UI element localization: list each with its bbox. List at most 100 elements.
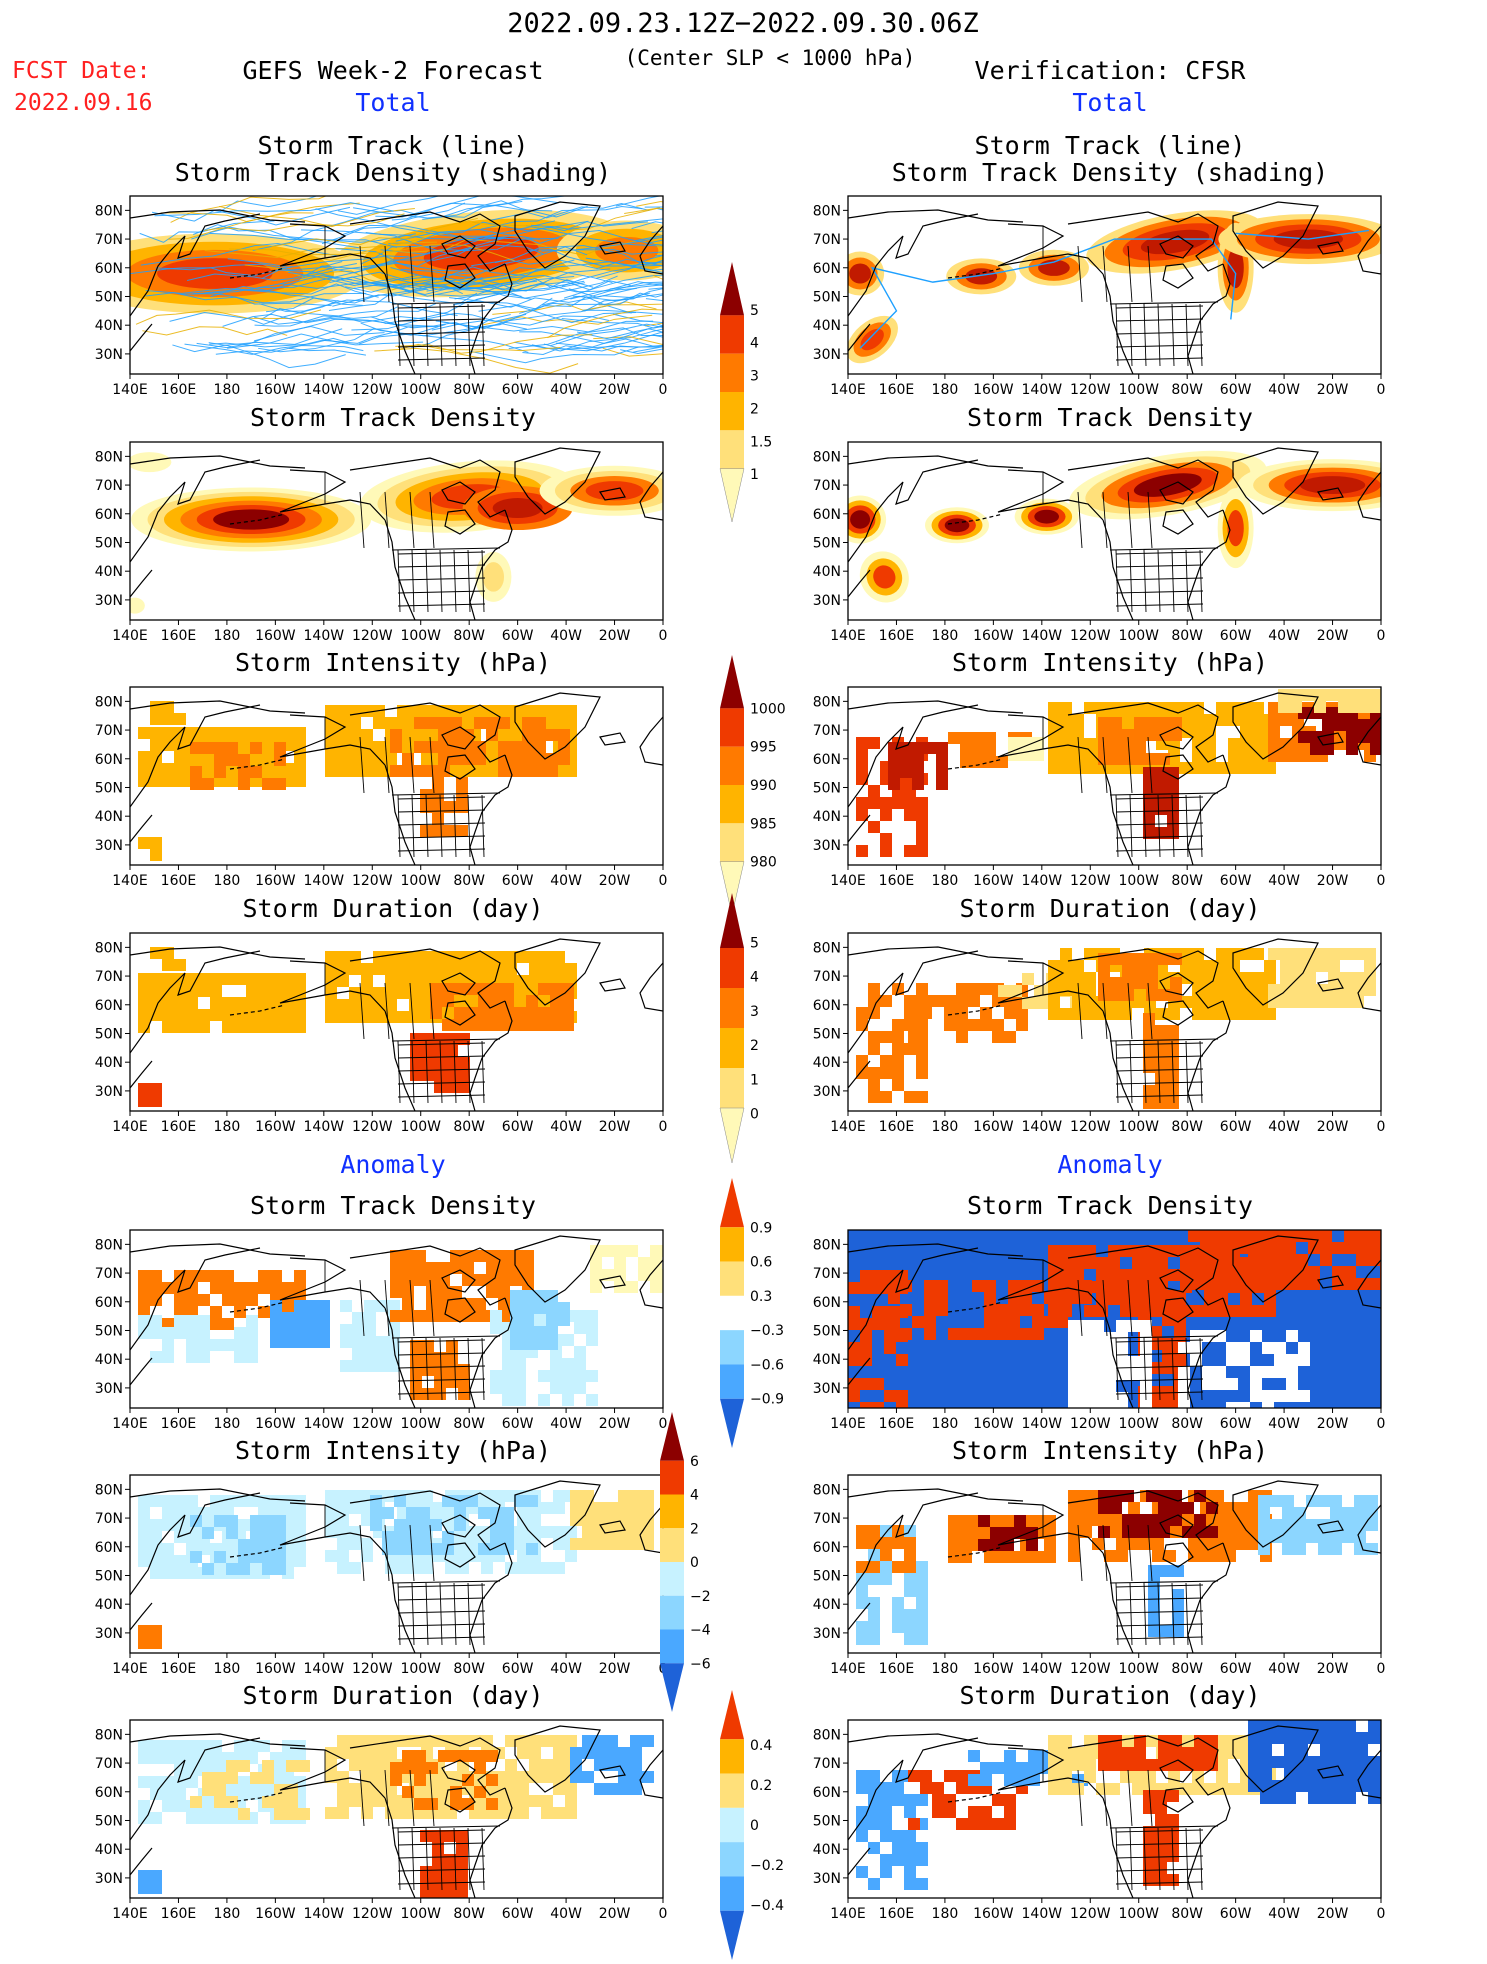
grid-cell <box>880 1091 892 1103</box>
grid-cell <box>630 1771 642 1783</box>
grid-cell <box>210 973 222 985</box>
grid-cell <box>432 825 444 837</box>
map-frame <box>847 1719 1382 1899</box>
grid-cell <box>282 1495 294 1507</box>
grid-cell <box>1216 702 1228 714</box>
grid-cell <box>594 1747 606 1759</box>
grid-cell <box>1120 1305 1132 1317</box>
grid-cell <box>900 1304 912 1316</box>
map-frame <box>129 441 664 621</box>
grid-cell <box>1292 750 1304 762</box>
grid-cell <box>1316 1290 1328 1302</box>
grid-cell <box>1072 762 1084 774</box>
grid-cell <box>1178 1366 1190 1378</box>
grid-cell <box>210 1812 222 1824</box>
grid-cell <box>1240 984 1252 996</box>
lon-tick-label: 100W <box>1118 873 1159 889</box>
grid-cell <box>138 1315 150 1327</box>
grid-cell <box>210 1752 222 1764</box>
grid-cell <box>138 1800 150 1812</box>
grid-cell <box>186 985 198 997</box>
lon-tick-label: 0 <box>659 1119 668 1135</box>
grid-cell <box>1248 1768 1260 1780</box>
grid-cell <box>984 744 996 756</box>
grid-cell <box>1072 996 1084 1008</box>
grid-cell <box>1068 1538 1080 1550</box>
grid-cell <box>505 1771 517 1783</box>
grid-cell <box>373 963 385 975</box>
grid-cell <box>904 1621 916 1633</box>
grid-cell <box>1140 1368 1152 1380</box>
grid-cell <box>968 1362 980 1374</box>
colorbar-swatch <box>720 1028 744 1068</box>
grid-cell <box>904 1794 916 1806</box>
colorbar-tick-label: 985 <box>750 816 777 832</box>
lon-tick-label: 180 <box>932 382 959 398</box>
grid-cell <box>458 1057 470 1069</box>
grid-cell <box>1316 1362 1328 1374</box>
grid-cell <box>1330 1507 1342 1519</box>
grid-cell <box>1110 1759 1122 1771</box>
grid-cell <box>1208 1398 1220 1408</box>
grid-cell <box>1344 1266 1356 1278</box>
grid-cell <box>998 985 1010 997</box>
grid-cell <box>426 1262 438 1274</box>
grid-cell <box>318 1300 330 1312</box>
grid-cell <box>1320 1792 1332 1804</box>
grid-cell <box>458 1388 470 1400</box>
grid-cell <box>920 1362 932 1374</box>
grid-cell <box>432 777 444 789</box>
grid-cell <box>614 1269 626 1281</box>
grid-cell <box>1328 1302 1340 1314</box>
grid-cell <box>450 717 462 729</box>
grid-cell <box>1068 1332 1080 1344</box>
colorbar-tick-label: 0.9 <box>750 1220 772 1236</box>
lat-tick-label: 60N <box>95 1295 123 1311</box>
grid-cell <box>1352 972 1364 984</box>
grid-cell <box>1146 977 1158 989</box>
grid-cell <box>1284 1266 1296 1278</box>
lon-tick-label: 0 <box>659 628 668 644</box>
state-borders <box>1115 303 1204 367</box>
grid-cell <box>1167 1037 1179 1049</box>
grid-cell <box>238 1539 250 1551</box>
grid-cell <box>630 1735 642 1747</box>
lat-tick-label: 30N <box>95 347 123 363</box>
grid-cell <box>968 1386 980 1398</box>
grid-cell <box>868 1525 880 1537</box>
grid-cell <box>848 1306 860 1318</box>
grid-cell <box>469 963 481 975</box>
lon-tick-label: 20W <box>1317 1119 1349 1135</box>
grid-cell <box>904 1633 916 1645</box>
grid-cell <box>856 1537 868 1549</box>
grid-cell <box>904 1830 916 1842</box>
grid-cell <box>1028 1230 1040 1242</box>
grid-cell <box>880 1806 892 1818</box>
grid-cell <box>932 1350 944 1362</box>
grid-cell <box>246 1282 258 1294</box>
grid-cell <box>1132 996 1144 1008</box>
grid-cell <box>1368 1756 1380 1768</box>
grid-cell <box>349 1759 361 1771</box>
grid-cell <box>1204 1305 1216 1317</box>
storm-track-line <box>191 232 397 248</box>
grid-cell <box>565 765 577 777</box>
grid-cell <box>948 1539 960 1551</box>
grid-cell <box>442 1543 454 1555</box>
grid-cell <box>430 1519 442 1531</box>
grid-cell <box>920 1338 932 1350</box>
grid-cell <box>1328 1386 1340 1398</box>
grid-cell <box>1192 1008 1204 1020</box>
grid-cell <box>650 1269 662 1281</box>
grid-cell <box>406 1531 418 1543</box>
grid-cell <box>510 765 522 777</box>
grid-cell <box>908 1254 920 1266</box>
grid-cell <box>1008 1551 1020 1563</box>
grid-cell <box>1370 731 1381 743</box>
grid-cell <box>1228 762 1240 774</box>
grid-cell <box>456 1842 468 1854</box>
grid-cell <box>992 995 1004 1007</box>
grid-cell <box>486 1798 498 1810</box>
grid-cell <box>210 985 222 997</box>
